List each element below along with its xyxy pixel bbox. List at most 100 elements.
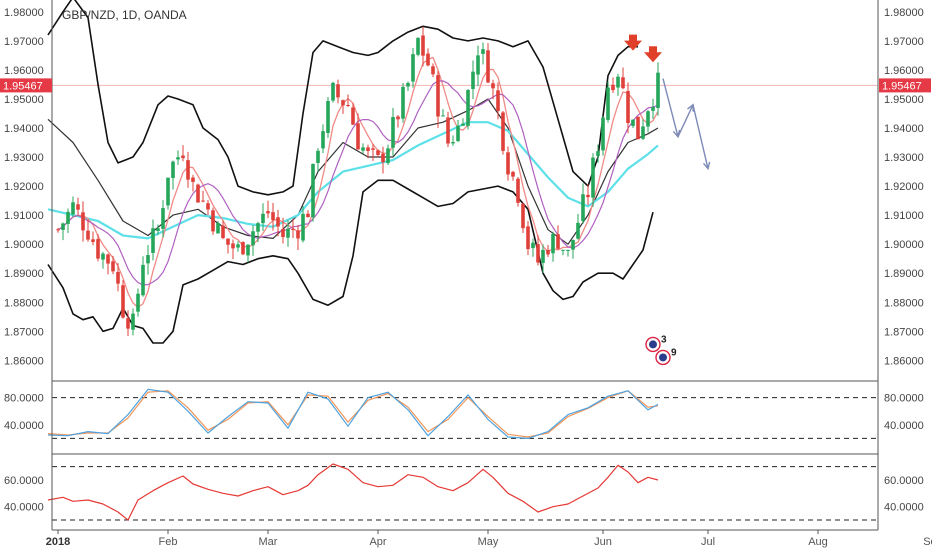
candle-body[interactable] [431,66,435,75]
candle-body[interactable] [591,157,595,198]
candle-body[interactable] [136,293,140,312]
price-tick-left[interactable]: 1.92000 [4,181,44,193]
candle-body[interactable] [561,249,565,251]
candle-body[interactable] [271,212,275,221]
candle-body[interactable] [356,123,360,150]
candle-body[interactable] [516,178,520,203]
candle-body[interactable] [336,84,340,98]
candle-body[interactable] [66,211,70,224]
candle-body[interactable] [181,155,185,159]
candle-body[interactable] [216,223,220,234]
candle-body[interactable] [151,228,155,253]
candlesticks[interactable] [56,26,660,337]
candle-body[interactable] [76,204,80,210]
candle-body[interactable] [531,242,535,249]
candle-body[interactable] [231,243,235,249]
candle-body[interactable] [326,100,330,134]
candle-body[interactable] [466,90,470,126]
candle-body[interactable] [246,244,250,256]
candle-body[interactable] [101,253,105,260]
candle-body[interactable] [301,213,305,241]
candle-body[interactable] [541,249,545,263]
candle-body[interactable] [586,194,590,198]
price-tick-left[interactable]: 1.89000 [4,268,44,280]
candle-body[interactable] [266,211,270,214]
candle-body[interactable] [446,117,450,144]
candle-body[interactable] [161,208,165,229]
price-tick-right[interactable]: 1.90000 [884,239,924,251]
candle-body[interactable] [366,147,370,151]
candle-body[interactable] [641,126,645,139]
candle-body[interactable] [571,239,575,250]
candle-body[interactable] [276,217,280,227]
time-tick-label[interactable]: Mar [259,536,278,548]
candle-body[interactable] [156,228,160,231]
price-tick-left[interactable]: 1.87000 [4,326,44,338]
price-tick-right[interactable]: 1.92000 [884,181,924,193]
time-tick-label[interactable]: Apr [369,536,386,548]
candle-body[interactable] [551,233,555,254]
price-tick-left[interactable]: 1.94000 [4,123,44,135]
price-tick-right[interactable]: 1.86000 [884,355,924,367]
candle-body[interactable] [281,229,285,238]
candle-body[interactable] [456,125,460,142]
candle-body[interactable] [141,264,145,296]
candle-body[interactable] [546,249,550,255]
candle-body[interactable] [501,112,505,151]
candle-body[interactable] [346,105,350,107]
candle-body[interactable] [191,177,195,182]
candle-body[interactable] [396,116,400,120]
time-tick-label[interactable]: Jun [594,536,612,548]
candle-body[interactable] [476,55,480,75]
candle-body[interactable] [411,54,415,82]
price-tick-left[interactable]: 1.88000 [4,297,44,309]
candle-body[interactable] [61,223,65,230]
price-tick-right[interactable]: 1.89000 [884,268,924,280]
candle-body[interactable] [361,147,365,151]
candle-body[interactable] [391,117,395,148]
candle-body[interactable] [566,249,570,251]
price-tick-left[interactable]: 1.97000 [4,36,44,48]
candle-body[interactable] [496,90,500,111]
candle-body[interactable] [651,106,655,111]
candle-body[interactable] [406,82,410,87]
candle-body[interactable] [611,84,615,91]
candle-body[interactable] [196,184,200,203]
candle-body[interactable] [236,244,240,248]
price-tick-right[interactable]: 1.96000 [884,65,924,77]
candle-body[interactable] [481,49,485,54]
candle-body[interactable] [536,244,540,263]
candle-body[interactable] [576,222,580,239]
candle-body[interactable] [471,71,475,90]
candle-body[interactable] [251,231,255,246]
price-tick-right[interactable]: 1.95000 [884,94,924,106]
candle-body[interactable] [436,75,440,117]
candle-body[interactable] [486,50,490,83]
candle-body[interactable] [416,37,420,55]
candle-body[interactable] [131,313,135,330]
candle-body[interactable] [656,72,660,109]
time-tick-label[interactable]: Feb [159,536,178,548]
candle-body[interactable] [621,77,625,89]
candle-body[interactable] [631,119,635,126]
candle-body[interactable] [241,242,245,255]
candle-body[interactable] [211,210,215,232]
time-axis[interactable]: 2018 Feb Mar Apr May Jun Jul Aug Sep [46,530,932,548]
price-axis-right[interactable]: 1.86000 1.87000 1.88000 1.89000 1.90000 1.910… [879,7,931,368]
candle-body[interactable] [521,203,525,229]
price-tick-left[interactable]: 1.93000 [4,152,44,164]
price-tick-left[interactable]: 1.86000 [4,355,44,367]
candle-body[interactable] [226,238,230,245]
candle-body[interactable] [81,212,85,231]
price-tick-right[interactable]: 1.87000 [884,326,924,338]
candle-body[interactable] [426,53,430,66]
candle-body[interactable] [371,148,375,150]
price-axis-left[interactable]: 1.86000 1.87000 1.88000 1.89000 1.90000 1.910… [0,7,52,368]
candle-body[interactable] [201,200,205,202]
candle-body[interactable] [461,123,465,126]
price-tick-right[interactable]: 1.88000 [884,297,924,309]
candle-body[interactable] [401,86,405,119]
candle-body[interactable] [296,230,300,239]
candle-body[interactable] [186,160,190,180]
